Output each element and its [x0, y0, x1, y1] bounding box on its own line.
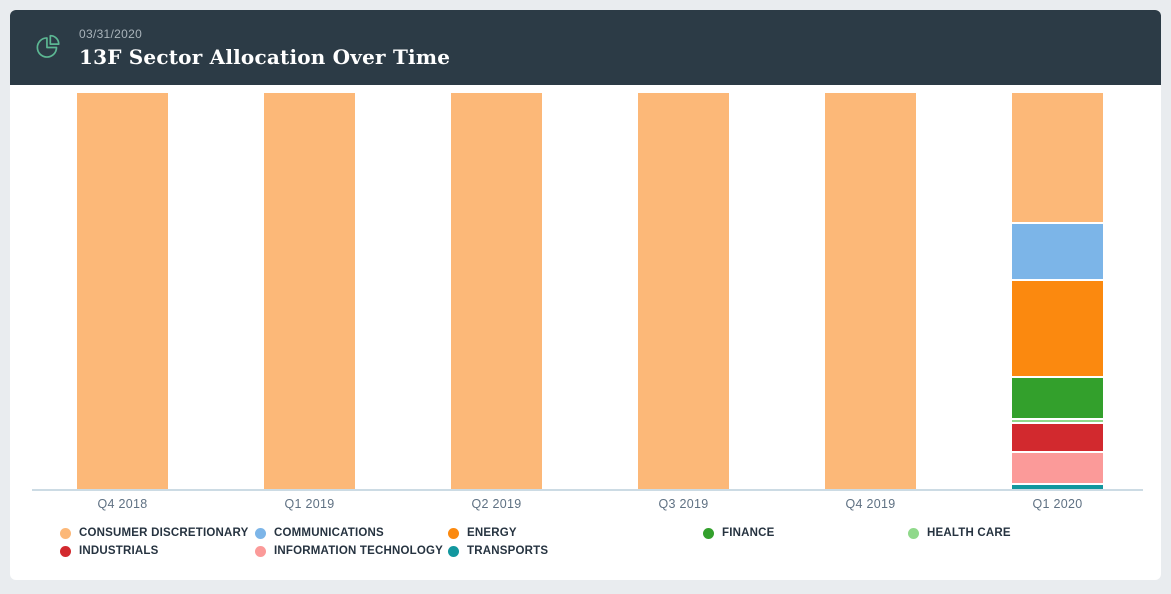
- plot-area: [29, 93, 1151, 489]
- legend: CONSUMER DISCRETIONARY COMMUNICATIONS ENER…: [10, 527, 1161, 557]
- x-axis-line: [32, 489, 1143, 491]
- bar-segment-transports[interactable]: [1012, 483, 1103, 489]
- stacked-bar[interactable]: [638, 93, 729, 489]
- bar-segment-communications[interactable]: [1012, 221, 1103, 280]
- legend-item[interactable]: INDUSTRIALS: [60, 545, 255, 557]
- x-axis-labels: Q4 2018 Q1 2019 Q2 2019 Q3 2019 Q4 2019 Q1 20…: [29, 497, 1151, 511]
- legend-dot: [703, 527, 714, 539]
- bar-segment-consumer-discretionary[interactable]: [1012, 93, 1103, 222]
- legend-label: FINANCE: [722, 527, 775, 539]
- legend-dot: [255, 545, 266, 557]
- legend-label: ENERGY: [467, 527, 517, 539]
- bar-column: [590, 93, 777, 489]
- legend-item[interactable]: INFORMATION TECHNOLOGY: [255, 545, 448, 557]
- bar-segment-information-technology[interactable]: [1012, 451, 1103, 483]
- bar-column: [403, 93, 590, 489]
- chart-card: 03/31/2020 13F Sector Allocation Over Ti…: [10, 10, 1161, 580]
- legend-label: INFORMATION TECHNOLOGY: [274, 545, 444, 557]
- chart-header: 03/31/2020 13F Sector Allocation Over Ti…: [10, 10, 1161, 85]
- bar-segment-consumer-discretionary[interactable]: [77, 93, 168, 489]
- legend-dot: [60, 545, 71, 557]
- bar-segment-consumer-discretionary[interactable]: [451, 93, 542, 489]
- legend-item[interactable]: TRANSPORTS: [448, 545, 703, 557]
- legend-label: INDUSTRIALS: [79, 545, 159, 557]
- pie-chart-icon: [34, 34, 61, 61]
- bar-column: [777, 93, 964, 489]
- bar-segment-energy[interactable]: [1012, 279, 1103, 377]
- legend-item[interactable]: HEALTH CARE: [908, 527, 1141, 539]
- bar-segment-health-care[interactable]: [1012, 417, 1103, 422]
- bar-segment-consumer-discretionary[interactable]: [825, 93, 916, 489]
- legend-dot: [255, 527, 266, 539]
- legend-dot: [60, 527, 71, 539]
- bar-segment-industrials[interactable]: [1012, 421, 1103, 452]
- bar-segment-consumer-discretionary[interactable]: [264, 93, 355, 489]
- legend-dot: [908, 527, 919, 539]
- legend-item[interactable]: COMMUNICATIONS: [255, 527, 448, 539]
- bar-segment-consumer-discretionary[interactable]: [638, 93, 729, 489]
- legend-item[interactable]: FINANCE: [703, 527, 908, 539]
- x-axis-label: Q4 2018: [97, 497, 148, 511]
- x-axis-label: Q1 2019: [284, 497, 335, 511]
- stacked-bar[interactable]: [1012, 93, 1103, 489]
- bar-column: [29, 93, 216, 489]
- legend-dot: [448, 545, 459, 557]
- x-axis-label: Q1 2020: [1032, 497, 1083, 511]
- bar-column: [964, 93, 1151, 489]
- legend-label: TRANSPORTS: [467, 545, 549, 557]
- legend-label: COMMUNICATIONS: [274, 527, 384, 539]
- stacked-bar[interactable]: [825, 93, 916, 489]
- x-axis-label: Q4 2019: [845, 497, 896, 511]
- stacked-bar[interactable]: [77, 93, 168, 489]
- legend-item[interactable]: ENERGY: [448, 527, 703, 539]
- stacked-bar[interactable]: [264, 93, 355, 489]
- report-date: 03/31/2020: [79, 26, 143, 41]
- bar-segment-finance[interactable]: [1012, 376, 1103, 418]
- page-title: 13F Sector Allocation Over Time: [79, 44, 451, 69]
- chart-area: Q4 2018 Q1 2019 Q2 2019 Q3 2019 Q4 2019 Q1 20…: [10, 85, 1161, 557]
- legend-label: CONSUMER DISCRETIONARY: [79, 527, 249, 539]
- legend-label: HEALTH CARE: [927, 527, 1011, 539]
- x-axis-label: Q2 2019: [471, 497, 522, 511]
- stacked-bar[interactable]: [451, 93, 542, 489]
- legend-dot: [448, 527, 459, 539]
- x-axis-label: Q3 2019: [658, 497, 709, 511]
- legend-item[interactable]: CONSUMER DISCRETIONARY: [60, 527, 255, 539]
- bar-column: [216, 93, 403, 489]
